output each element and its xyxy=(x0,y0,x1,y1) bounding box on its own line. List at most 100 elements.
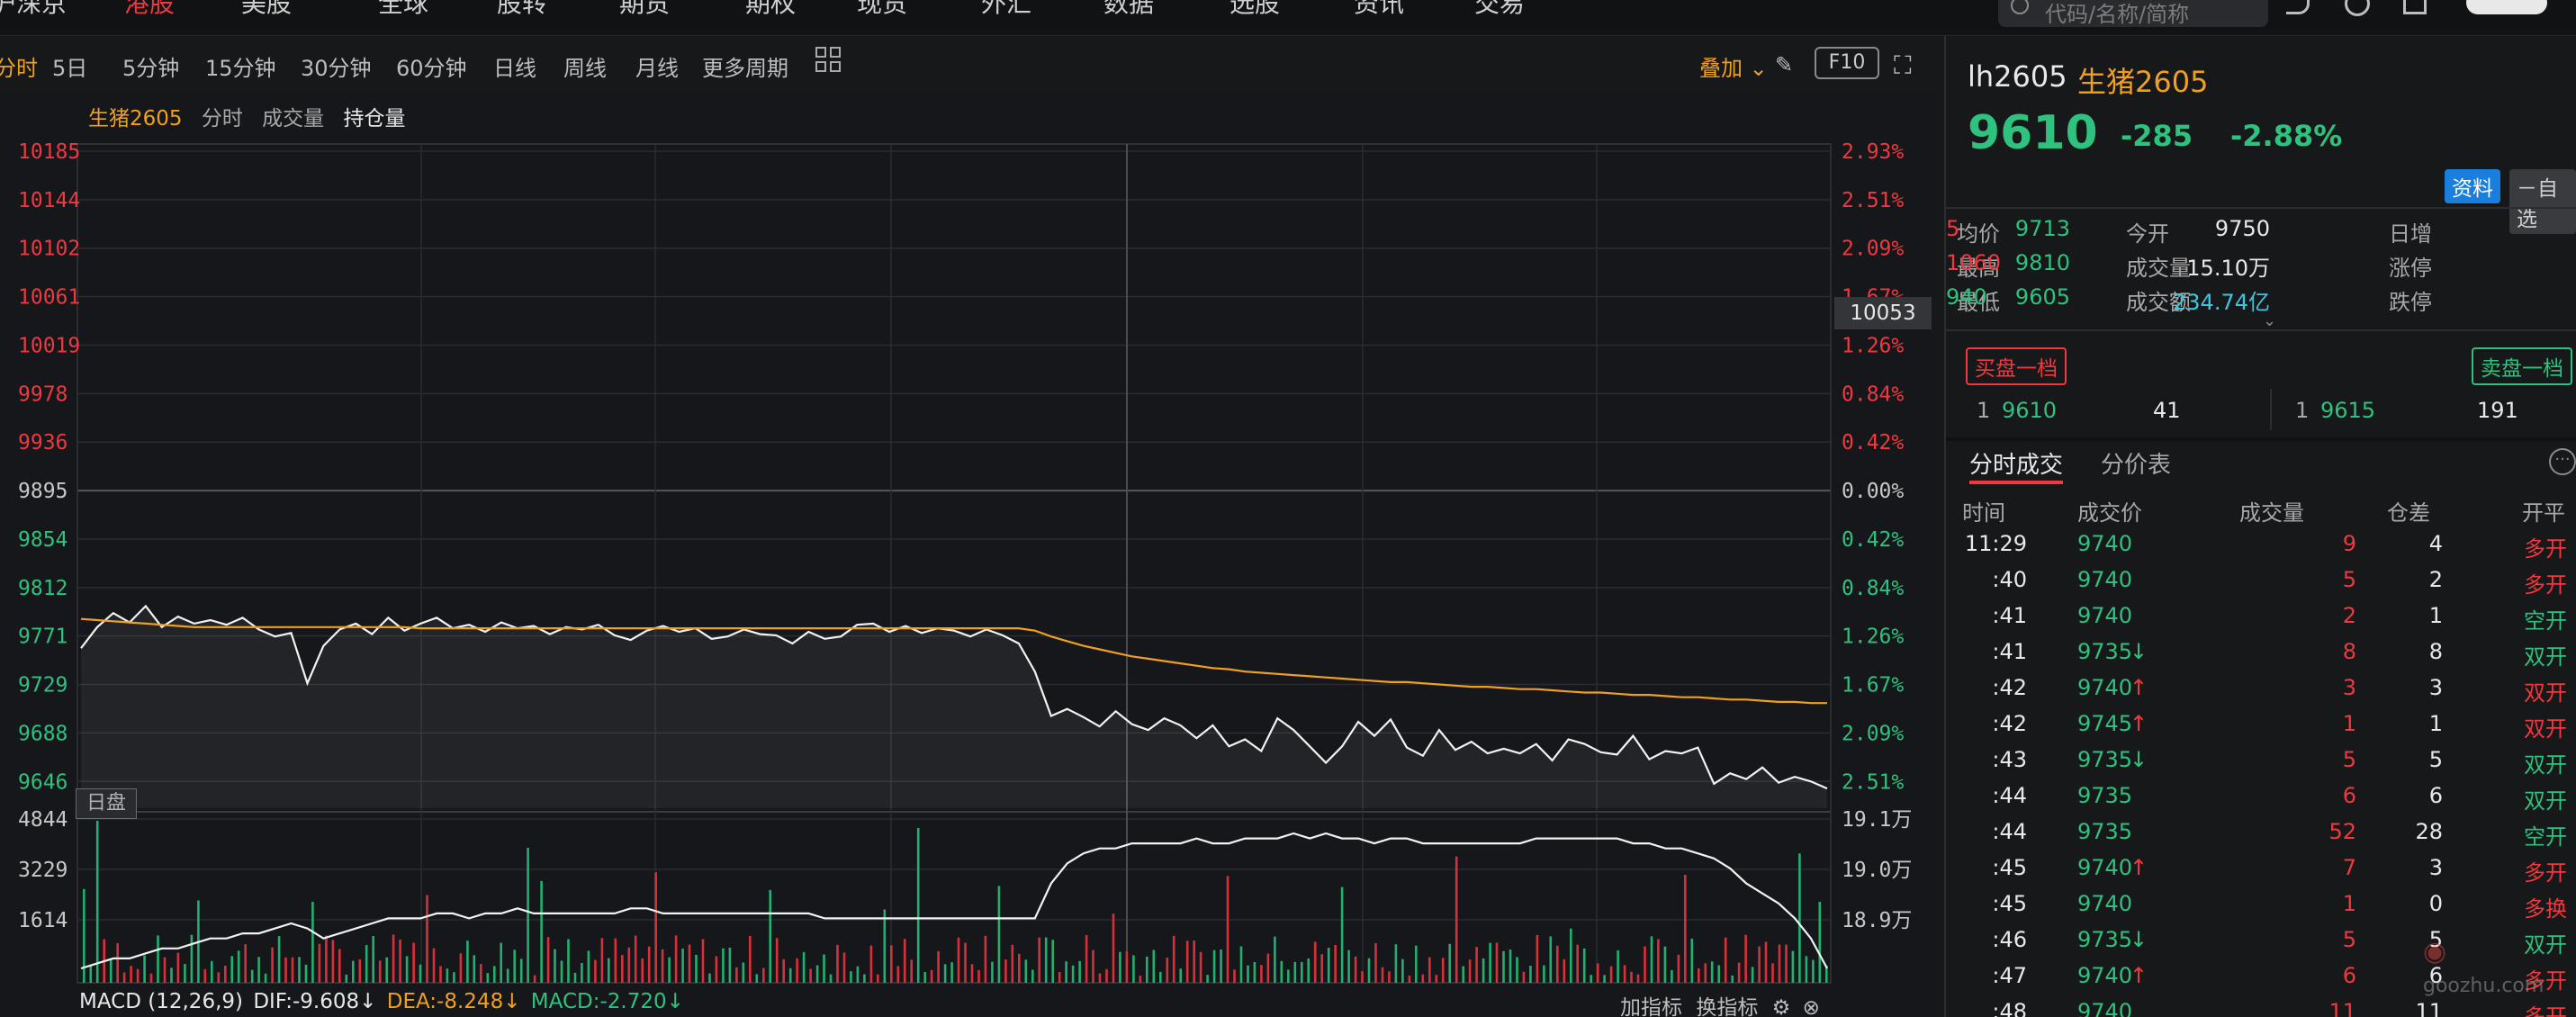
grid-layout-icon[interactable] xyxy=(815,47,841,72)
header-oi-change: 仓差 xyxy=(2387,500,2430,526)
search-box[interactable]: 代码/名称/简称 xyxy=(1998,0,2268,27)
legend-item-volume[interactable]: 成交量 xyxy=(262,107,325,130)
period-tab[interactable]: 60分钟 xyxy=(396,56,467,81)
volume-bar xyxy=(95,821,99,983)
period-tab[interactable]: 30分钟 xyxy=(301,56,372,81)
period-tab[interactable]: 5日 xyxy=(52,56,88,81)
more-icon[interactable]: ··· xyxy=(2549,448,2576,475)
gear-icon[interactable] xyxy=(2345,0,2370,16)
watchlist-button[interactable]: －自选 xyxy=(2509,169,2576,234)
period-tab[interactable]: 月线 xyxy=(635,56,679,81)
nav-item[interactable]: 期货 xyxy=(619,0,671,18)
volume-bar xyxy=(500,942,502,983)
info-button[interactable]: 资料 xyxy=(2445,169,2500,203)
add-indicator-link[interactable]: 加指标 xyxy=(1620,996,1682,1017)
expand-icon[interactable]: ⌄ xyxy=(2263,311,2277,330)
volume-bar xyxy=(1421,974,1425,983)
window-icon[interactable] xyxy=(2403,0,2427,14)
volume-bar xyxy=(1731,975,1734,983)
trade-t: 11:29 xyxy=(1964,531,2027,556)
period-tab[interactable]: 周线 xyxy=(563,56,607,81)
volume-bar xyxy=(405,956,409,983)
nav-item[interactable]: 美股 xyxy=(241,0,293,18)
user-icon[interactable] xyxy=(2466,0,2547,14)
volume-bar xyxy=(1724,937,1727,983)
nav-item[interactable]: 股转 xyxy=(497,0,548,18)
volume-bar xyxy=(157,935,159,983)
volume-bar xyxy=(1340,886,1344,983)
volume-bar xyxy=(533,975,536,983)
volume-bar xyxy=(796,958,798,983)
fullscreen-icon[interactable]: ⛶ xyxy=(1894,50,1912,80)
chart-area[interactable] xyxy=(0,92,1935,1017)
indicator-links: 加指标 换指标 ⚙ ⊗ xyxy=(1620,990,1820,1017)
f10-button[interactable]: F10 xyxy=(1815,47,1879,79)
settings-icon[interactable]: ⚙ xyxy=(1771,996,1791,1017)
volume-bar xyxy=(1394,944,1398,983)
nav-item[interactable]: 港股 xyxy=(124,0,176,18)
volume-bar xyxy=(1313,941,1317,983)
tab-tick-trades[interactable]: 分时成交 xyxy=(1969,452,2064,479)
period-tab[interactable]: 更多周期 xyxy=(702,56,788,81)
nav-item[interactable]: 期权 xyxy=(745,0,797,18)
volume-bar xyxy=(513,950,516,983)
volume-bar xyxy=(230,956,233,983)
nav-item[interactable]: 现货 xyxy=(857,0,908,18)
price-tick-label: 9688 xyxy=(18,722,68,745)
period-tab[interactable]: 日线 xyxy=(493,56,536,81)
trade-p: 9735 xyxy=(2077,783,2133,808)
overlay-button[interactable]: 叠加 ⌄ xyxy=(1699,56,1768,81)
back-icon[interactable] xyxy=(2286,0,2310,14)
volume-bar xyxy=(1818,902,1822,983)
volume-bar xyxy=(136,968,140,983)
trade-t: :41 xyxy=(1992,603,2027,628)
bid-level-label: 买盘一档 xyxy=(1966,347,2067,385)
volume-bar xyxy=(1388,971,1391,983)
stat-value: 940 xyxy=(1946,284,1987,310)
volume-bar xyxy=(554,949,556,983)
nav-item[interactable]: 全球 xyxy=(378,0,429,18)
close-icon[interactable]: ⊗ xyxy=(1802,996,1820,1017)
pct-tick-label: 0.84% xyxy=(1842,382,1904,406)
intraday-chart[interactable]: 10185 10144 10102 10061 10019 9978 9936 9895 985… xyxy=(0,92,1935,1017)
volume-bar xyxy=(426,895,428,983)
price-tick-label: 9854 xyxy=(18,528,68,552)
legend-item-oi[interactable]: 持仓量 xyxy=(343,107,406,130)
nav-item[interactable]: 交易 xyxy=(1474,0,1526,18)
volume-bar xyxy=(1516,957,1518,983)
volume-bar xyxy=(345,974,348,983)
legend-item-price[interactable]: 分时 xyxy=(201,107,243,130)
switch-indicator-link[interactable]: 换指标 xyxy=(1696,996,1759,1017)
open-interest-line xyxy=(80,832,1828,970)
volume-bar xyxy=(802,951,806,983)
nav-item[interactable]: 沪深京 xyxy=(0,0,68,18)
volume-bar xyxy=(1212,950,1216,983)
tab-price-table[interactable]: 分价表 xyxy=(2101,452,2172,479)
volume-bar xyxy=(1441,958,1445,983)
trade-t: :41 xyxy=(1992,639,2027,664)
nav-item[interactable]: 数据 xyxy=(1103,0,1155,18)
period-tab[interactable]: 15分钟 xyxy=(205,56,276,81)
volume-bar xyxy=(1058,972,1061,983)
volume-bar xyxy=(1798,853,1801,983)
pen-icon[interactable]: ✎ xyxy=(1775,52,1794,77)
volume-bar xyxy=(668,957,671,983)
nav-item[interactable]: 选股 xyxy=(1229,0,1281,18)
trade-k: 多开 xyxy=(2524,968,2567,994)
ask-level-label: 卖盘一档 xyxy=(2472,347,2572,385)
period-tab[interactable]: 5分钟 xyxy=(122,56,180,81)
period-tab[interactable]: 分时 xyxy=(0,56,38,81)
stat-value: 9750 xyxy=(2214,216,2270,241)
volume-bar xyxy=(1004,959,1007,983)
trade-t: :45 xyxy=(1992,891,2027,916)
volume-bar xyxy=(1603,975,1606,983)
nav-item[interactable]: 资讯 xyxy=(1354,0,1405,18)
trade-p: 9740 xyxy=(2077,999,2133,1017)
volume-bar xyxy=(890,945,893,983)
volume-bar xyxy=(1630,971,1633,983)
trade-t: :42 xyxy=(1992,675,2027,700)
volume-bar xyxy=(203,968,207,983)
nav-item[interactable]: 外汇 xyxy=(981,0,1032,18)
volume-bar xyxy=(701,939,705,983)
search-input[interactable]: 代码/名称/简称 xyxy=(2045,2,2190,27)
